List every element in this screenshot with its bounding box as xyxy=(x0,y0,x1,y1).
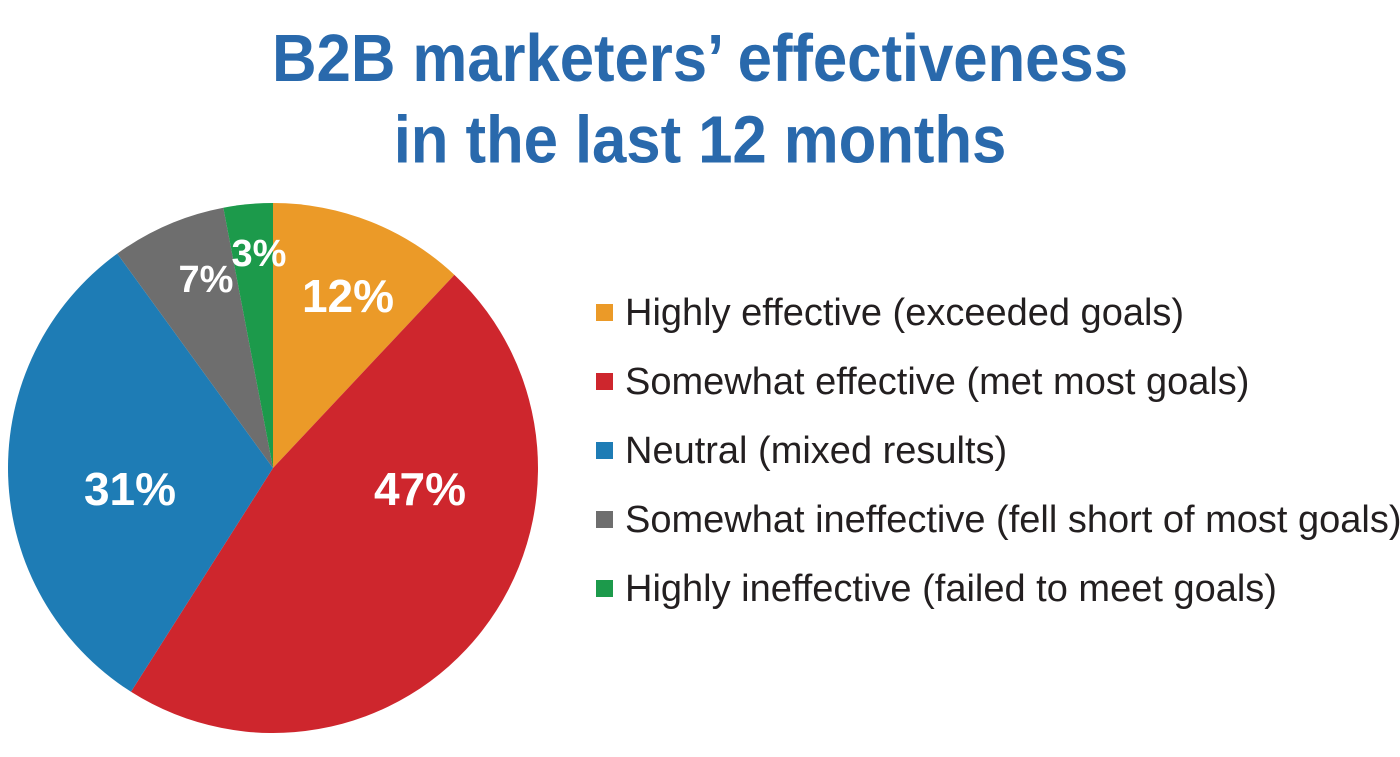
svg-text:7%: 7% xyxy=(179,259,234,301)
svg-text:47%: 47% xyxy=(374,463,466,515)
svg-text:3%: 3% xyxy=(232,233,287,275)
svg-text:31%: 31% xyxy=(84,463,176,515)
svg-text:12%: 12% xyxy=(302,270,394,322)
